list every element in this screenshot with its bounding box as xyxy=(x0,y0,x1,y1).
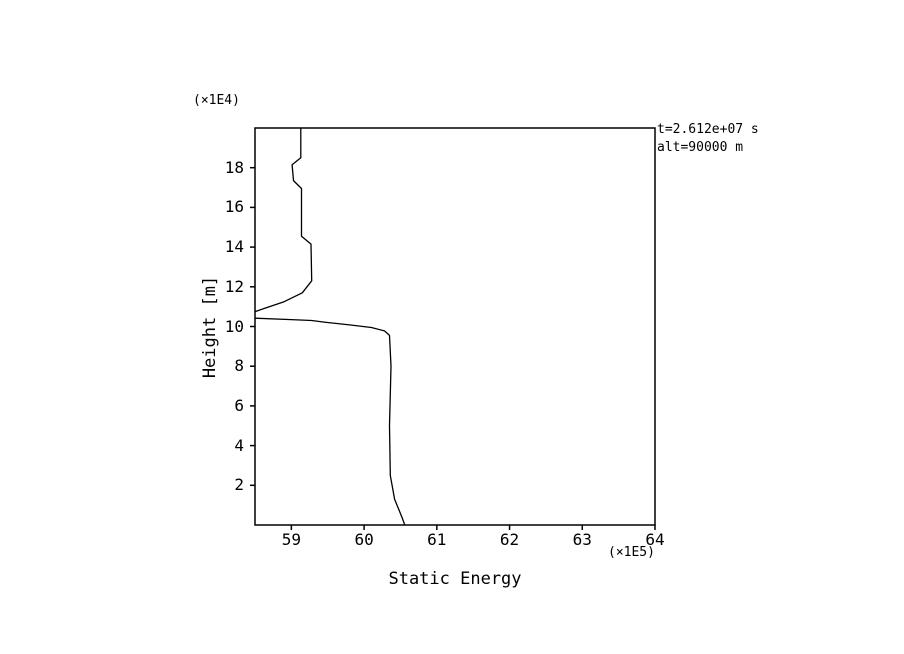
plot-border xyxy=(254,127,656,526)
y-tick-label: 16 xyxy=(224,197,244,217)
annotation-altitude: alt=90000 m xyxy=(657,140,744,155)
y-tick-label: 14 xyxy=(224,237,244,257)
y-tick-label: 4 xyxy=(234,435,244,455)
x-tick-label: 60 xyxy=(354,530,374,549)
y-tick-label: 18 xyxy=(224,157,244,177)
x-axis-title: Static Energy xyxy=(388,569,522,589)
series-line-static-energy-profile xyxy=(255,128,406,525)
y-tick-label: 6 xyxy=(234,395,244,415)
x-tick-label: 64 xyxy=(645,530,665,549)
annotation-time: t=2.612e+07 s xyxy=(657,122,759,137)
y-tick-label: 2 xyxy=(234,475,244,495)
x-tick-label: 63 xyxy=(572,530,592,549)
x-tick-label: 59 xyxy=(281,530,301,549)
y-tick-label: 10 xyxy=(224,316,244,336)
x-tick-label: 62 xyxy=(499,530,520,549)
x-axis-scale-label: (×1E5) xyxy=(608,545,655,560)
x-tick-label: 61 xyxy=(427,530,447,549)
y-tick-label: 8 xyxy=(234,356,244,376)
y-tick-label: 12 xyxy=(224,276,244,296)
y-axis-scale-label: (×1E4) xyxy=(193,93,240,108)
